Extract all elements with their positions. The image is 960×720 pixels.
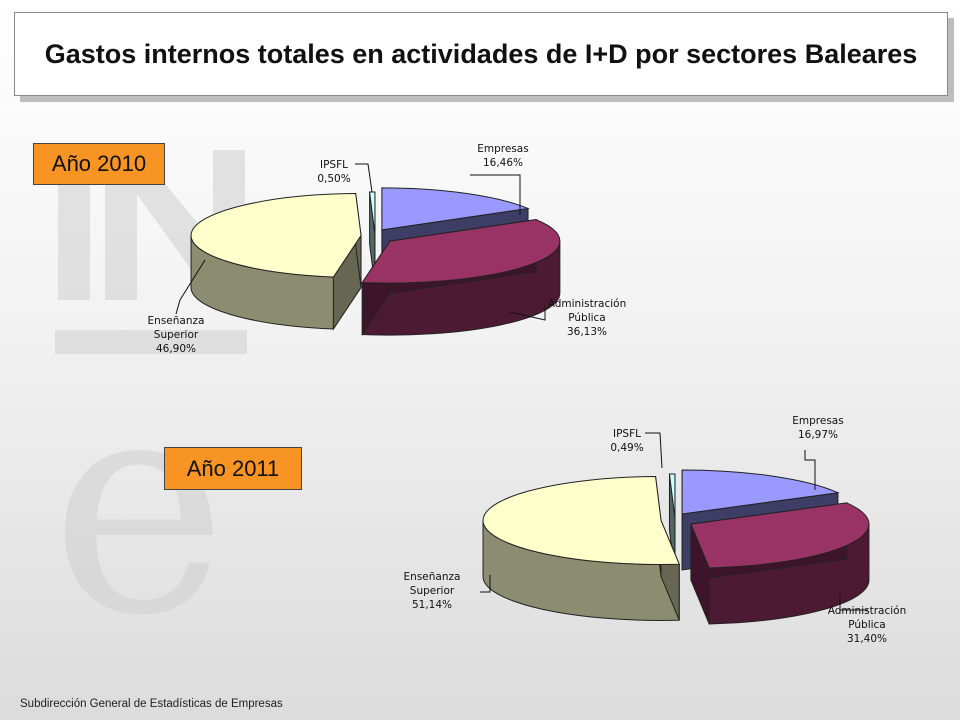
slice-label-1: Administración Pública 31,40% xyxy=(828,605,907,645)
slice-label-0: Empresas 16,97% xyxy=(792,415,843,441)
year-label-2010: Año 2010 xyxy=(33,143,165,185)
year-label-2011: Año 2011 xyxy=(164,447,302,490)
slice-label-line: Pública xyxy=(848,619,886,631)
slice-label-line: 16,97% xyxy=(798,429,838,441)
leader-line-0 xyxy=(804,450,816,490)
slice-label-line: Superior xyxy=(410,585,455,597)
chart-title: Gastos internos totales en actividades d… xyxy=(44,39,918,69)
slice-label-line: IPSFL xyxy=(613,428,641,440)
leader-line-1 xyxy=(509,305,546,321)
slice-label-3: IPSFL 0,49% xyxy=(610,428,643,454)
slice-label-line: 0,50% xyxy=(317,173,350,185)
slice-label-line: Pública xyxy=(568,312,606,324)
footer-text: Subdirección General de Estadísticas de … xyxy=(20,698,283,710)
leader-line-2 xyxy=(480,575,491,593)
slice-0 xyxy=(681,469,840,515)
pie-chart-1: Empresas 16,97% Administración Pública 31,40… xyxy=(404,415,907,645)
slice-label-line: 0,49% xyxy=(610,442,643,454)
title-box: Gastos internos totales en actividades d… xyxy=(14,12,948,96)
slice-0 xyxy=(381,187,530,231)
slice-label-2: Enseñanza Superior 51,14% xyxy=(404,571,461,611)
leader-line-0 xyxy=(470,174,521,215)
slice-label-1: Administración Pública 36,13% xyxy=(548,298,627,338)
slice-label-0: Empresas 16,46% xyxy=(477,143,528,169)
slice-1 xyxy=(361,219,561,284)
slice-label-line: Superior xyxy=(154,329,199,341)
slice-label-line: 36,13% xyxy=(567,326,607,338)
slice-label-line: Enseñanza xyxy=(404,571,461,583)
slice-label-3: IPSFL 0,50% xyxy=(317,159,350,185)
leader-line-2 xyxy=(175,259,206,315)
slice-2 xyxy=(482,475,680,565)
pie-chart-0: Empresas 16,46% Administración Pública 36,13… xyxy=(148,143,627,355)
slice-3 xyxy=(668,473,676,519)
leader-line-1 xyxy=(839,594,868,611)
leader-line-3 xyxy=(645,432,663,469)
slice-label-line: 16,46% xyxy=(483,157,523,169)
slice-2 xyxy=(190,193,362,278)
slice-1 xyxy=(690,502,870,569)
slice-label-line: 46,90% xyxy=(156,343,196,355)
slice-label-line: IPSFL xyxy=(320,159,348,171)
slice-label-line: 51,14% xyxy=(412,599,452,611)
leader-line-3 xyxy=(355,163,373,193)
slice-label-2: Enseñanza Superior 46,90% xyxy=(148,315,205,355)
slice-label-line: Administración xyxy=(548,298,627,310)
slice-label-line: Administración xyxy=(828,605,907,617)
slice-label-line: 31,40% xyxy=(847,633,887,645)
slice-label-line: Enseñanza xyxy=(148,315,205,327)
slice-3 xyxy=(369,191,376,235)
slice-label-line: Empresas xyxy=(792,415,843,427)
slice-label-line: Empresas xyxy=(477,143,528,155)
